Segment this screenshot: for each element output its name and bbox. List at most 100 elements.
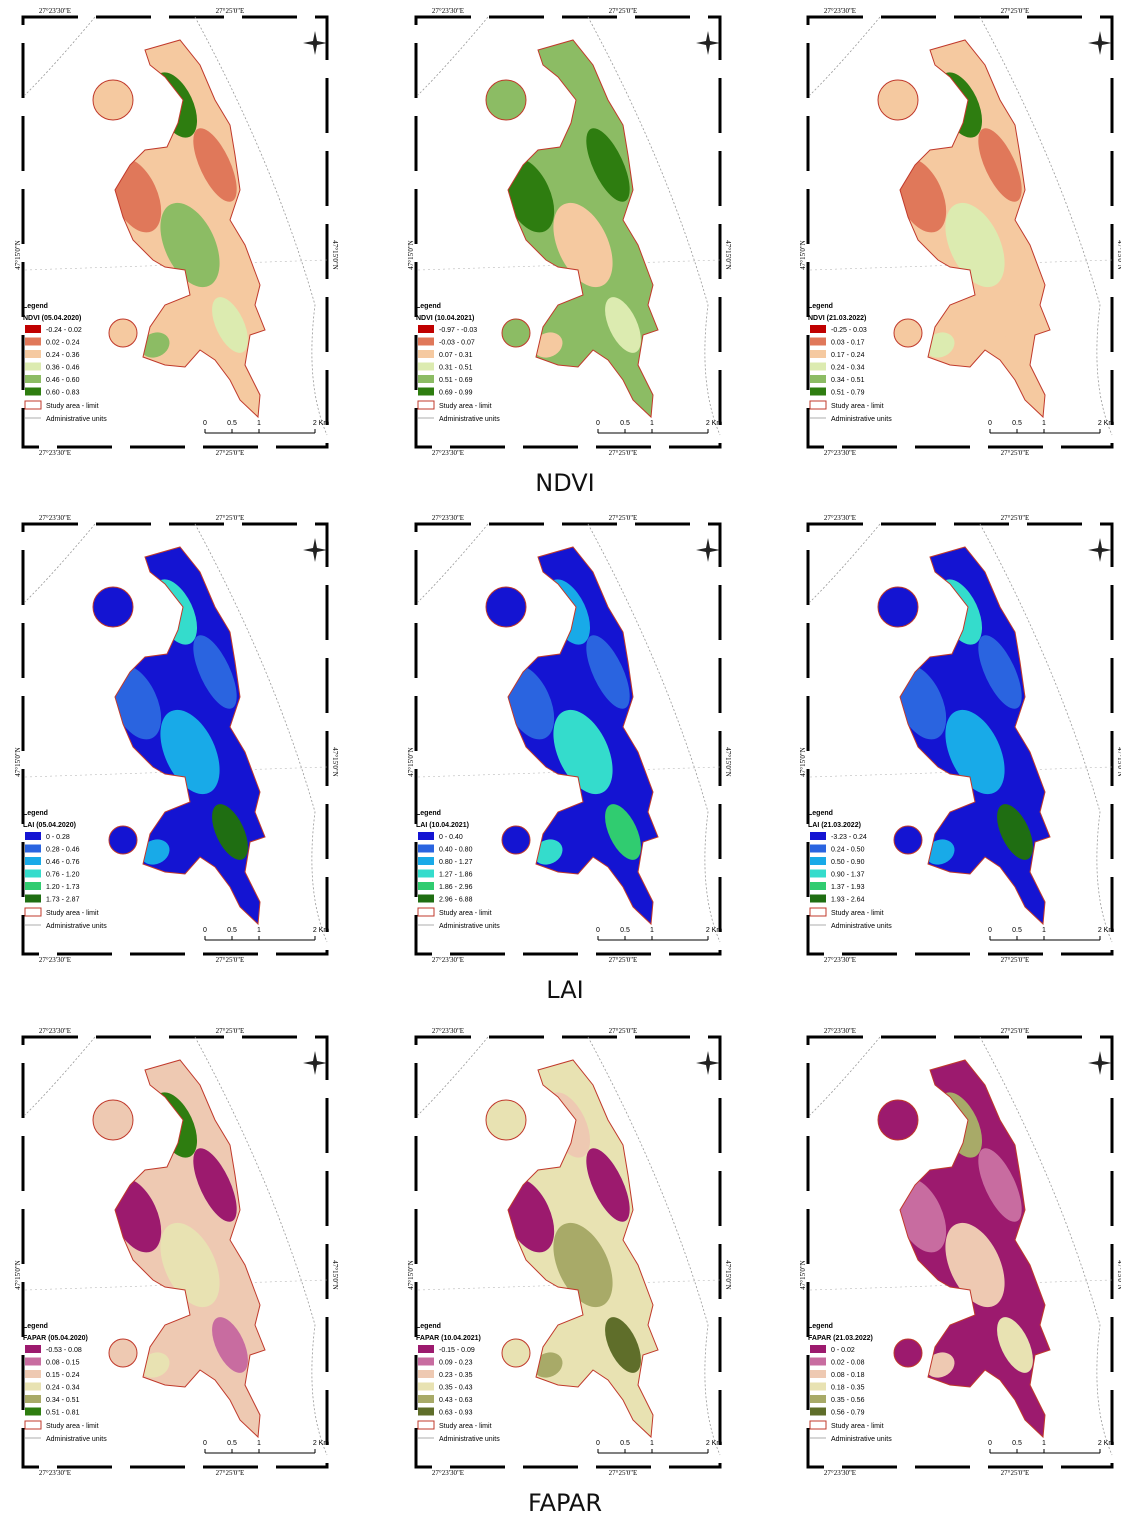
legend-swatch [418, 832, 434, 840]
admin-line [24, 1036, 96, 1116]
coordinate-label: 27°23'30"E [432, 449, 464, 457]
north-arrow [696, 538, 720, 562]
coordinate-label: 47°15'0"N [14, 747, 22, 776]
legend-swatch [24, 907, 42, 917]
legend-label: 0.56 - 0.79 [831, 1410, 865, 1417]
legend-swatch [810, 387, 826, 396]
admin-line [809, 16, 881, 96]
class-area [212, 297, 248, 353]
coordinate-label: 27°25'0"E [609, 1027, 638, 1035]
class-area [605, 804, 641, 860]
coordinate-label: 27°23'30"E [432, 514, 464, 522]
legend-swatch [810, 869, 826, 878]
coordinate-label: 27°23'30"E [824, 449, 856, 457]
legend-label: 0.40 - 0.80 [439, 847, 473, 854]
north-arrow [303, 1051, 327, 1075]
coordinate-label: 27°25'0"E [609, 449, 638, 457]
scale-label: 2 Km [1098, 1440, 1115, 1447]
legend-swatch [417, 1420, 435, 1430]
coordinate-label: 27°23'30"E [824, 7, 856, 15]
class-area [586, 1148, 630, 1222]
legend-label: 0.15 - 0.24 [46, 1372, 80, 1379]
legend-label: 0.24 - 0.36 [46, 352, 80, 359]
map-frame [806, 522, 1114, 956]
coordinate-label: 47°15'0"N [724, 1260, 732, 1289]
legend-heading: Legend [808, 810, 833, 817]
legend-swatch [417, 400, 435, 410]
legend-label: Study area - limit [46, 403, 99, 410]
admin-line [809, 523, 881, 603]
north-arrow [1088, 538, 1112, 562]
north-arrow [696, 31, 720, 55]
legend-label: -0.25 - 0.03 [831, 327, 867, 334]
scale-label: 0 [988, 927, 992, 934]
scale-label: 0 [203, 927, 207, 934]
coordinate-label: 27°25'0"E [216, 7, 245, 15]
study-area-limit [92, 586, 134, 628]
legend-label: 0.24 - 0.50 [831, 847, 865, 854]
coordinate-label: 47°15'0"N [1116, 240, 1121, 269]
scale-label: 1 [257, 420, 261, 427]
north-arrow [1088, 1051, 1112, 1075]
coordinate-label: 47°15'0"N [407, 1260, 415, 1289]
legend-swatch [25, 1357, 41, 1366]
legend-label: Administrative units [831, 416, 892, 423]
legend-label: 0.08 - 0.15 [46, 1360, 80, 1367]
study-area-limit [899, 39, 1051, 419]
legend-label: 0.35 - 0.43 [439, 1385, 473, 1392]
coordinate-label: 27°25'0"E [609, 7, 638, 15]
legend-swatch [418, 1357, 434, 1366]
legend-label: 0.18 - 0.35 [831, 1385, 865, 1392]
study-area-limit [507, 546, 659, 926]
map-panel: 27°23'30"E 27°23'30"E 27°25'0"E 27°25'0"E 47… [14, 7, 339, 457]
map-panel: 27°23'30"E 27°23'30"E 27°25'0"E 27°25'0"E 47… [407, 514, 732, 964]
legend-swatch [25, 362, 41, 371]
class-area [212, 804, 248, 860]
legend-heading: Legend [23, 303, 48, 310]
coordinate-label: 27°25'0"E [1001, 449, 1030, 457]
row-label: FAPAR [528, 1489, 602, 1517]
row-label: NDVI [535, 469, 595, 497]
legend-title: NDVI (10.04.2021) [416, 315, 474, 322]
legend-label: 0.34 - 0.51 [831, 377, 865, 384]
admin-line [194, 1036, 328, 1456]
coordinate-label: 27°25'0"E [216, 514, 245, 522]
legend-swatch [418, 857, 434, 865]
coordinate-label: 27°25'0"E [609, 1469, 638, 1477]
scale-label: 2 Km [1098, 927, 1115, 934]
study-area [486, 547, 658, 924]
legend-swatch [418, 1370, 434, 1378]
legend-label: Administrative units [46, 1436, 107, 1443]
legend-swatch [810, 325, 826, 333]
legend-label: Administrative units [831, 1436, 892, 1443]
scale-label: 1 [650, 927, 654, 934]
legend-swatch [418, 882, 434, 890]
study-area [878, 547, 1050, 924]
coordinate-label: 47°15'0"N [331, 747, 339, 776]
scale-label: 0.5 [1012, 927, 1022, 934]
study-area-limit [877, 79, 919, 121]
legend-swatch [25, 1370, 41, 1378]
coordinate-label: 27°23'30"E [39, 1469, 71, 1477]
scale-label: 2 Km [313, 927, 330, 934]
north-arrow [303, 31, 327, 55]
legend-label: 0.35 - 0.56 [831, 1397, 865, 1404]
class-area [553, 202, 613, 288]
coordinate-label: 27°23'30"E [824, 1469, 856, 1477]
legend-swatch [418, 844, 434, 853]
legend-label: -0.97 - -0.03 [439, 327, 477, 334]
scale-label: 2 Km [706, 420, 723, 427]
legend-swatch [25, 857, 41, 865]
class-area [193, 635, 237, 709]
legend-label: Study area - limit [46, 910, 99, 917]
study-area-limit [92, 1099, 134, 1141]
class-area [997, 804, 1033, 860]
study-area-limit [507, 39, 659, 419]
coordinate-label: 27°23'30"E [39, 956, 71, 964]
map-frame [806, 1035, 1114, 1469]
map-panel: 27°23'30"E 27°23'30"E 27°25'0"E 27°25'0"E 47… [799, 1027, 1121, 1477]
scale-label: 0.5 [227, 927, 237, 934]
legend-swatch [418, 869, 434, 878]
scale-label: 1 [650, 1440, 654, 1447]
map-panel: 27°23'30"E 27°23'30"E 27°25'0"E 27°25'0"E 47… [14, 1027, 339, 1477]
